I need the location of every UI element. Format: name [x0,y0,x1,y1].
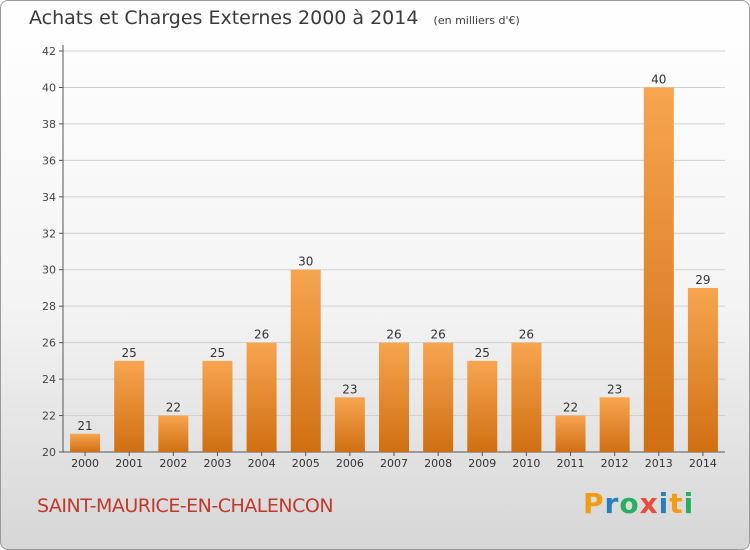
data-label: 23 [342,382,357,396]
y-tick-label: 24 [42,373,56,386]
x-tick-label: 2008 [424,457,452,470]
data-label: 25 [475,346,490,360]
y-tick-label: 20 [42,446,56,459]
chart-unit-note: (en milliers d'€) [433,14,520,27]
bar [467,360,498,452]
logo-letter: r [604,487,620,520]
bar [599,397,630,452]
y-tick-label: 30 [42,264,56,277]
y-tick-label: 32 [42,227,56,240]
data-label: 22 [166,401,181,415]
bar [511,342,542,452]
y-tick-label: 36 [42,154,56,167]
bar [379,342,409,452]
data-label: 29 [695,273,710,287]
bar [70,433,101,452]
data-label: 40 [651,72,666,86]
chart-title-text: Achats et Charges Externes 2000 à 2014 [29,7,419,29]
y-tick-label: 22 [42,410,56,423]
x-tick-label: 2011 [557,457,585,470]
x-tick-label: 2009 [468,457,496,470]
x-tick-label: 2000 [71,457,99,470]
y-tick-label: 28 [42,300,56,313]
bar [643,87,674,453]
logo-letter: i [658,487,670,520]
bar [334,397,365,452]
logo-letter: x [639,487,659,520]
y-tick-label: 42 [42,45,56,58]
bar [202,360,233,452]
x-tick-label: 2003 [203,457,231,470]
data-label: 26 [386,328,401,342]
logo-letter: t [669,487,684,520]
y-tick-label: 38 [42,118,56,131]
chart-title: Achats et Charges Externes 2000 à 2014 (… [29,7,520,29]
data-label: 23 [607,382,622,396]
x-tick-label: 2004 [248,457,276,470]
data-label: 26 [519,328,534,342]
data-label: 25 [210,346,225,360]
x-tick-label: 2006 [336,457,364,470]
bar [158,415,189,452]
bar [423,342,454,452]
logo-letter: i [683,487,695,520]
data-label: 26 [430,328,445,342]
logo-letter: o [619,487,640,520]
data-label: 26 [254,328,269,342]
x-tick-label: 2012 [601,457,629,470]
x-tick-label: 2001 [115,457,143,470]
data-label: 22 [563,401,578,415]
logo-letter: P [583,487,605,520]
bar [114,360,145,452]
x-tick-label: 2005 [292,457,320,470]
data-label: 30 [298,255,313,269]
x-tick-label: 2013 [645,457,673,470]
bar [246,342,277,452]
y-tick-label: 40 [42,81,56,94]
x-tick-label: 2014 [689,457,717,470]
data-label: 25 [122,346,137,360]
bar [687,287,718,452]
y-tick-label: 26 [42,337,56,350]
bar [555,415,586,452]
x-tick-label: 2007 [380,457,408,470]
proxiti-logo: Proxiti [583,487,694,520]
bar [290,269,321,452]
commune-name: SAINT-MAURICE-EN-CHALENCON [37,495,334,517]
x-tick-label: 2002 [159,457,187,470]
y-tick-label: 34 [42,191,56,204]
data-label: 21 [77,419,92,433]
x-tick-label: 2010 [512,457,540,470]
